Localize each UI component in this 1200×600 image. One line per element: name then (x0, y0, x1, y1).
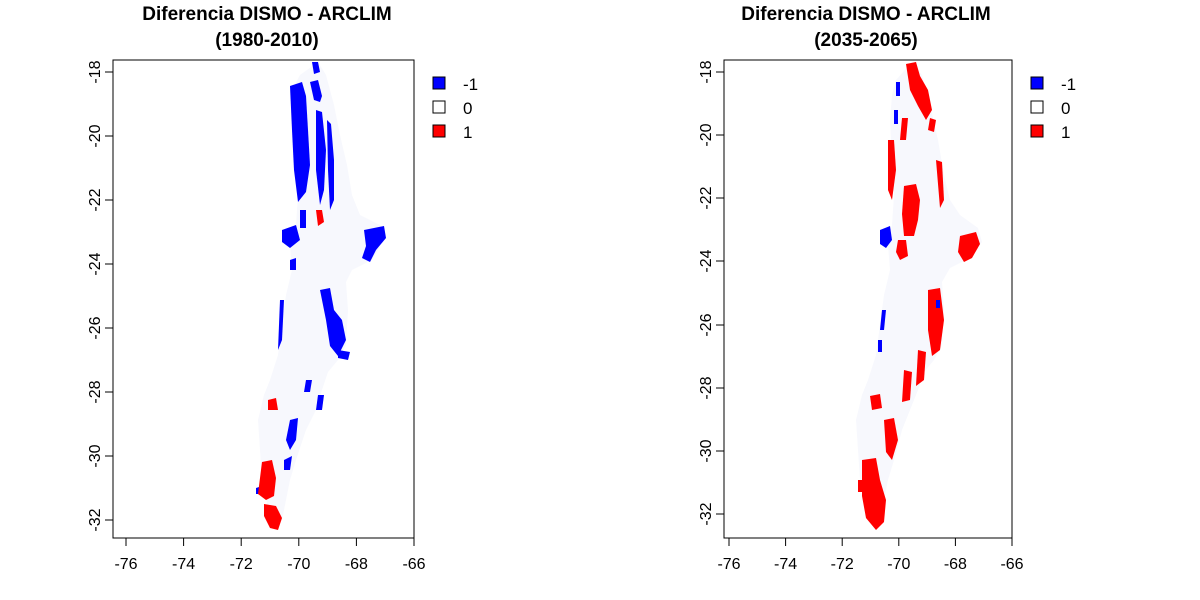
x-axis-2: -76 -74 -72 -70 -68 -66 (717, 537, 1024, 573)
legend-label-1-1: 0 (463, 99, 472, 118)
x-tick-label-1-1: -74 (172, 556, 195, 573)
map-panel-2: Diferencia DISMO - ARCLIM (2035-2065) (698, 4, 1076, 573)
y-tick-label-2-4: -26 (698, 313, 715, 336)
map-title-1-line2: (1980-2010) (215, 30, 319, 51)
y-tick-label-1-4: -26 (87, 316, 104, 339)
y-tick-label-1-7: -32 (87, 508, 104, 531)
x-tick-label-1-2: -72 (230, 556, 253, 573)
x-tick-label-1-3: -70 (287, 556, 310, 573)
legend-swatch-1-1 (432, 100, 446, 114)
legend-2: -1 0 1 (1030, 75, 1076, 142)
x-tick-label-1-5: -66 (402, 556, 425, 573)
x-tick-label-2-2: -72 (831, 556, 854, 573)
y-tick-label-1-5: -28 (87, 380, 104, 403)
legend-swatch-2-0 (1030, 76, 1044, 90)
territory-zero-2 (856, 62, 982, 528)
y-tick-label-1-1: -20 (87, 124, 104, 147)
y-tick-label-1-3: -24 (87, 252, 104, 275)
map-title-2-line2: (2035-2065) (814, 30, 918, 51)
diff-pos-1 (258, 210, 324, 530)
y-axis-2: -18 -20 -22 -24 -26 -28 -30 -32 (698, 60, 725, 526)
map-area-1 (256, 62, 386, 530)
y-tick-label-1-2: -22 (87, 188, 104, 211)
y-tick-label-2-7: -32 (698, 502, 715, 525)
legend-swatch-2-2 (1030, 124, 1044, 138)
x-tick-label-2-3: -70 (887, 556, 910, 573)
y-tick-label-2-3: -24 (698, 249, 715, 272)
x-tick-label-1-4: -68 (345, 556, 368, 573)
y-tick-label-2-2: -22 (698, 186, 715, 209)
legend-label-1-2: 1 (463, 123, 472, 142)
y-tick-label-2-5: -28 (698, 376, 715, 399)
x-tick-label-2-4: -68 (944, 556, 967, 573)
legend-swatch-2-1 (1030, 100, 1044, 114)
map-area-2 (856, 62, 982, 530)
legend-label-2-2: 1 (1061, 123, 1070, 142)
y-tick-label-2-0: -18 (698, 60, 715, 83)
y-axis-1: -18 -20 -22 -24 -26 -28 -30 -32 (87, 60, 114, 532)
x-tick-label-2-1: -74 (774, 556, 797, 573)
legend-label-1-0: -1 (463, 75, 478, 94)
legend-swatch-1-2 (432, 124, 446, 138)
legend-label-2-1: 0 (1061, 99, 1070, 118)
legend-swatch-1-0 (432, 76, 446, 90)
x-tick-label-2-5: -66 (1000, 556, 1023, 573)
x-axis-1: -76 -74 -72 -70 -68 -66 (114, 537, 426, 573)
y-tick-label-1-0: -18 (87, 60, 104, 83)
y-tick-label-2-1: -20 (698, 123, 715, 146)
map-panel-1: Diferencia DISMO - ARCLIM (1980-2010) (87, 4, 478, 573)
map-title-2-line1: Diferencia DISMO - ARCLIM (741, 4, 991, 25)
diff-neg-2 (878, 82, 940, 352)
map-title-1-line1: Diferencia DISMO - ARCLIM (142, 4, 392, 25)
diff-neg-1 (256, 62, 386, 494)
x-tick-label-1-0: -76 (114, 556, 137, 573)
legend-1: -1 0 1 (432, 75, 478, 142)
legend-label-2-0: -1 (1061, 75, 1076, 94)
y-tick-label-1-6: -30 (87, 444, 104, 467)
y-tick-label-2-6: -30 (698, 439, 715, 462)
x-tick-label-2-0: -76 (717, 556, 740, 573)
